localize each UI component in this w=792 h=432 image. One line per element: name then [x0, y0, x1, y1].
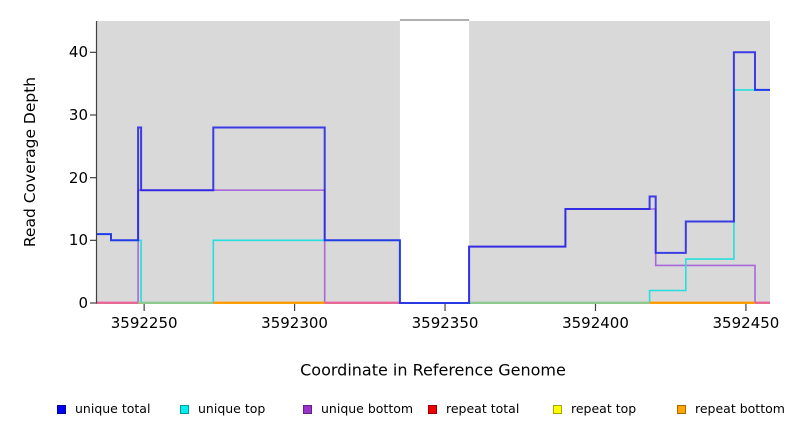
- repeat-region-band: [399, 19, 470, 303]
- x-tick-label-3592350: 3592350: [411, 314, 479, 332]
- y-tick-label-0: 0: [78, 294, 88, 312]
- legend-swatch-unique-top: [180, 404, 189, 414]
- legend: unique total unique top unique bottom repea…: [0, 399, 792, 423]
- legend-swatch-repeat-bottom: [677, 404, 686, 414]
- legend-item-unique-bottom: unique bottom: [303, 399, 413, 419]
- y-axis-title: Read Coverage Depth: [21, 76, 39, 248]
- legend-label: unique top: [198, 401, 266, 416]
- legend-label: unique bottom: [321, 401, 414, 416]
- y-tick-label-10: 10: [68, 231, 88, 250]
- legend-item-unique-total: unique total: [57, 399, 150, 419]
- x-tick-label-3592400: 3592400: [562, 314, 629, 332]
- legend-swatch-unique-bottom: [303, 404, 312, 414]
- legend-label: repeat bottom: [695, 401, 785, 416]
- legend-item-repeat-total: repeat total: [428, 399, 519, 419]
- legend-label: repeat total: [446, 401, 520, 416]
- legend-item-unique-top: unique top: [180, 399, 265, 419]
- x-tick-label-3592450: 3592450: [712, 314, 780, 332]
- series-group: [96, 51, 770, 304]
- legend-label: repeat top: [571, 401, 637, 416]
- x-axis-title: Coordinate in Reference Genome: [300, 360, 566, 380]
- x-tick-label-3592300: 3592300: [261, 314, 328, 332]
- legend-swatch-unique-total: [57, 404, 66, 414]
- x-tick-label-3592250: 3592250: [110, 314, 178, 332]
- y-tick-label-20: 20: [68, 168, 88, 187]
- y-tick-label-40: 40: [68, 43, 88, 62]
- legend-item-repeat-top: repeat top: [553, 399, 636, 419]
- y-tick-label-30: 30: [68, 106, 88, 124]
- legend-label: unique total: [75, 401, 151, 416]
- series-line-unique-total: [96, 51, 770, 304]
- legend-item-repeat-bottom: repeat bottom: [677, 399, 785, 419]
- legend-swatch-repeat-top: [553, 404, 562, 414]
- legend-swatch-repeat-total: [428, 404, 437, 414]
